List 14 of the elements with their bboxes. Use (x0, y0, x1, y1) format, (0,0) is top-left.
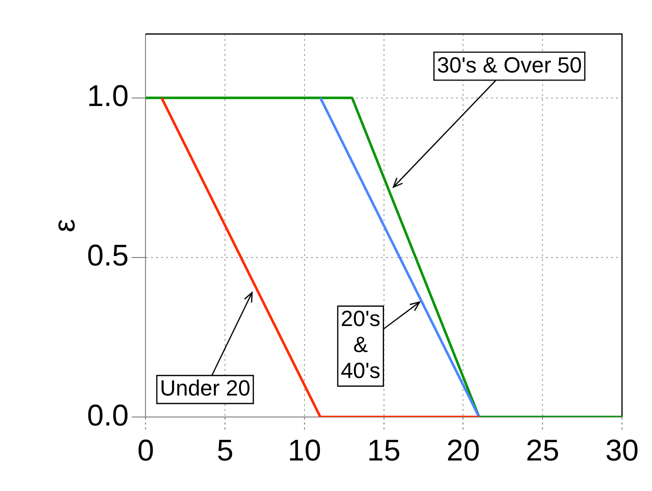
annotation: 20's & 40's (340, 306, 380, 384)
y-tick-label: 0.0 (86, 399, 129, 432)
annotation: 30's & Over 50 (436, 52, 582, 78)
x-tick-label: 0 (137, 434, 154, 468)
x-tick-label: 15 (367, 434, 401, 468)
y-tick-label: 0.5 (86, 240, 129, 273)
x-tick-label: 25 (526, 434, 560, 468)
x-tick-label: 30 (605, 434, 639, 468)
annotation: Under 20 (160, 376, 250, 401)
x-tick-label: 5 (216, 434, 234, 468)
x-tick-label: 10 (288, 434, 322, 468)
x-tick-label: 20 (446, 434, 480, 468)
y-tick-label: 1.0 (86, 80, 129, 114)
y-axis-title: ε (48, 218, 82, 232)
